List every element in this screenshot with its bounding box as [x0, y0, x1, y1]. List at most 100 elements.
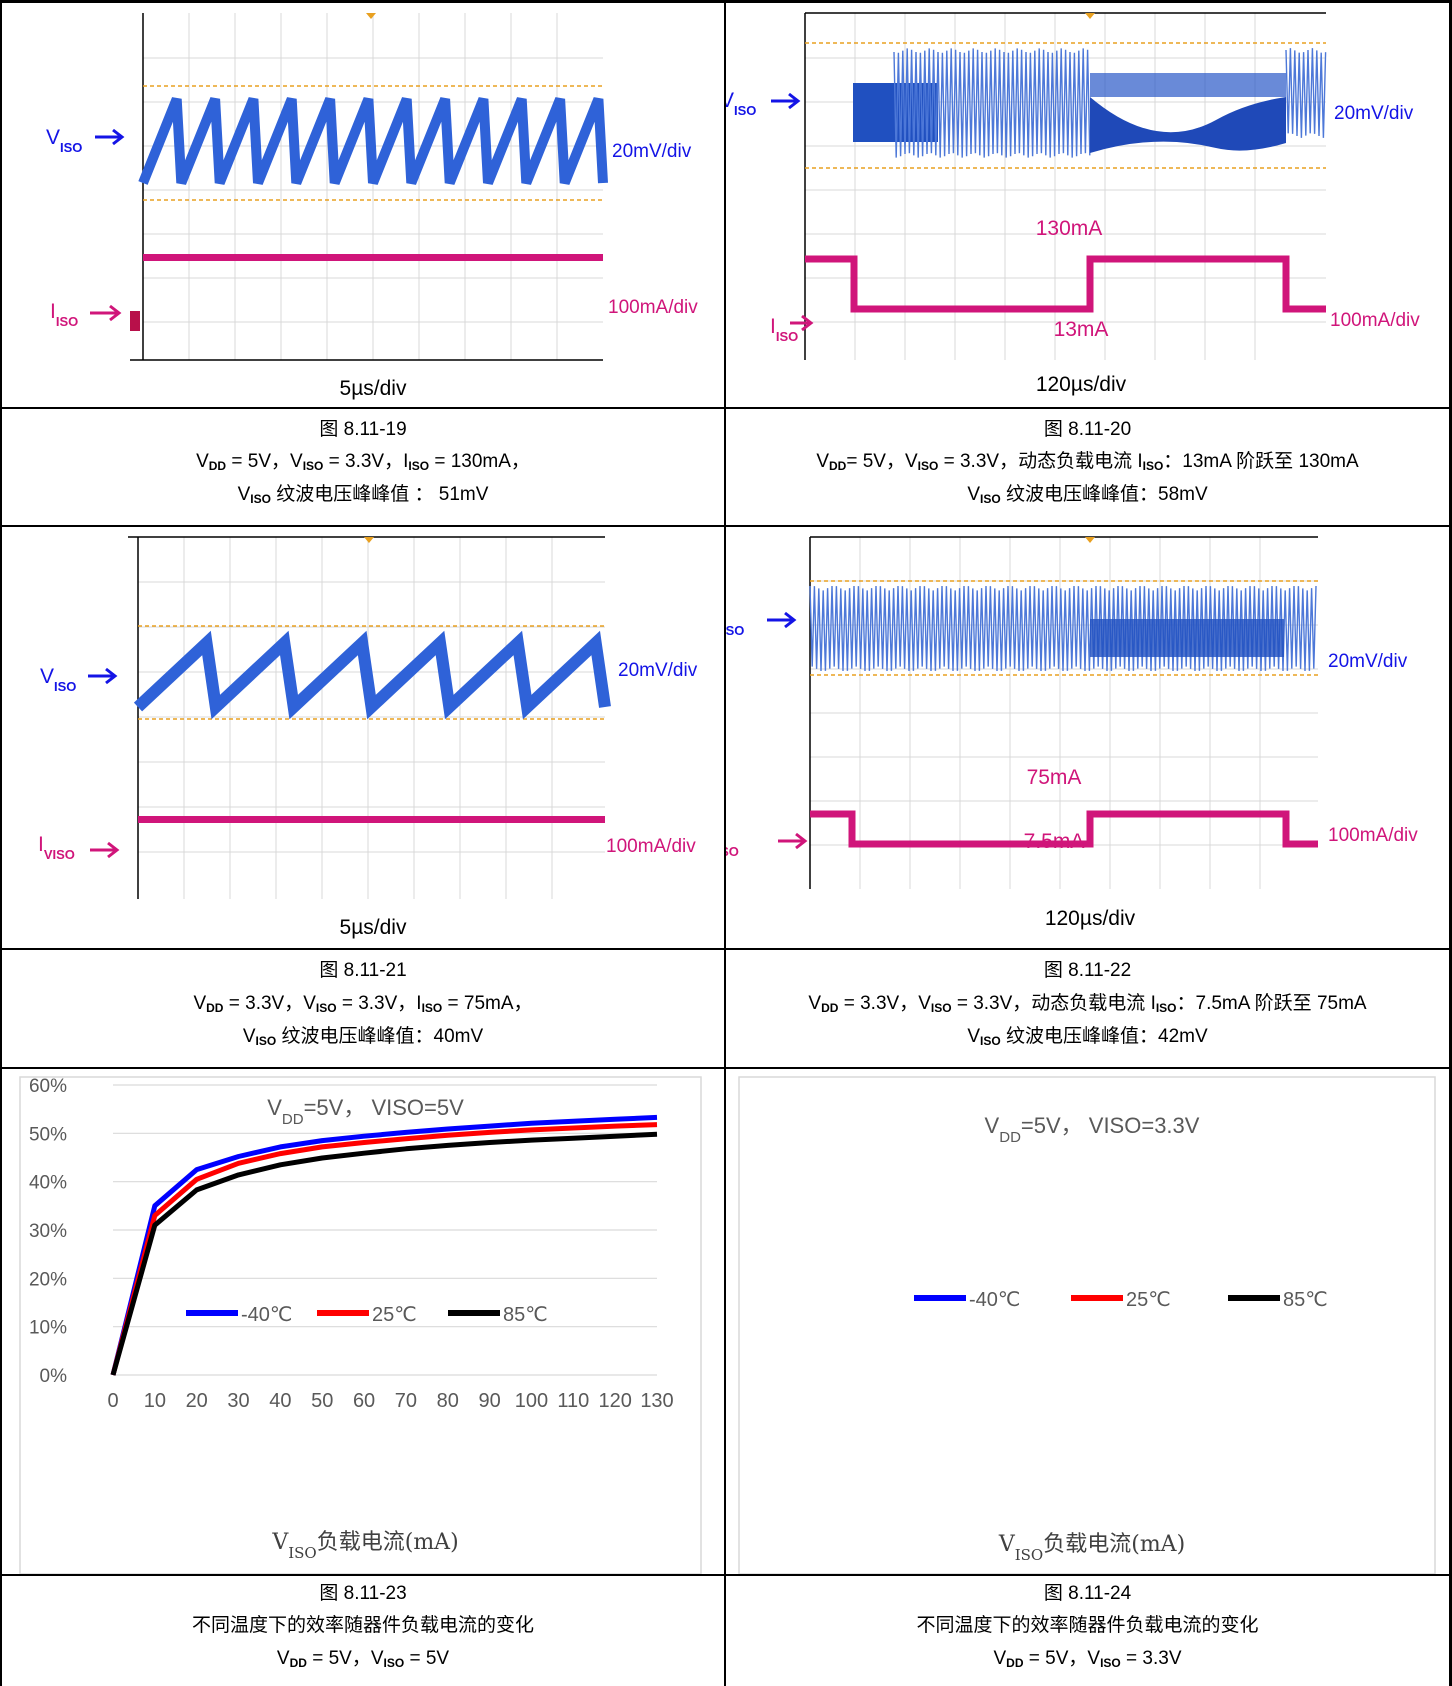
caption-cell: 图 8.11-23 不同温度下的效率随器件负载电流的变化 VDD = 5V，VI…	[2, 1576, 724, 1686]
voltage-trace	[1285, 48, 1327, 138]
current-trace	[810, 810, 1318, 848]
table-row-line	[0, 407, 1452, 409]
test-condition: VDD = 5V，VISO = 3.3V，IISO = 130mA，	[196, 451, 530, 473]
y-tick-label: 60%	[29, 1076, 67, 1097]
table-row-line	[0, 525, 1452, 527]
time-scale-label: 120µs/div	[1045, 907, 1136, 930]
x-tick-label: 10	[144, 1390, 166, 1412]
legend-label: 85℃	[503, 1304, 548, 1326]
current-channel-label: IVISO	[726, 830, 739, 859]
current-channel-label: IVISO	[38, 833, 75, 862]
series-line	[110, 1122, 658, 1376]
x-tick-label: 110	[557, 1390, 589, 1412]
y-tick-label: 0%	[40, 1366, 68, 1387]
voltage-scale-label: 20mV/div	[612, 141, 692, 162]
x-tick-label: 40	[269, 1390, 291, 1412]
y-tick-label: 50%	[29, 1124, 67, 1145]
oscilloscope-panel: VISO 20mV/div IISO 100mA/div 5µs/div	[0, 3, 724, 407]
x-tick-label: 20	[186, 1390, 208, 1412]
voltage-trace	[893, 48, 1091, 158]
table-row-line	[0, 1574, 1452, 1576]
arrow-icon	[90, 841, 120, 859]
figure-number: 图 8.11-19	[319, 419, 407, 440]
x-tick-label: 70	[395, 1390, 417, 1412]
figure-number: 图 8.11-20	[1043, 419, 1132, 440]
y-tick-label: 10%	[29, 1318, 67, 1339]
table-border-left	[0, 0, 2, 1686]
voltage-trace	[1090, 73, 1286, 97]
oscilloscope-panel: VISO 20mV/div IVISO 100mA/div 5µs/div	[0, 527, 724, 948]
legend-label: 85℃	[1283, 1289, 1328, 1311]
figure-number: 图 8.11-22	[1043, 960, 1132, 981]
x-tick-label: 50	[311, 1390, 333, 1412]
y-tick-label: 40%	[29, 1173, 67, 1194]
ripple-value: VISO 纹波电压峰峰值：40mV	[242, 1026, 484, 1048]
table-row-line	[0, 1067, 1452, 1069]
current-channel-label: IISO	[770, 315, 798, 344]
series-line	[110, 1131, 658, 1376]
current-trace	[805, 255, 1326, 313]
time-scale-label: 5µs/div	[340, 377, 407, 400]
arrow-icon	[778, 832, 808, 850]
arrow-icon	[767, 611, 797, 629]
trigger-marker-icon	[366, 13, 376, 19]
test-condition: VDD = 3.3V，VISO = 3.3V，IISO = 75mA，	[193, 993, 533, 1015]
efficiency-chart-panel: 0% 10% 20% 30% 40% 50% 60% 0 10 20 30 40 50 60 70 80 90 1…	[0, 1069, 724, 1575]
oscilloscope-capture: VISO 20mV/div IISO 100mA/div 5µs/div	[46, 13, 698, 400]
x-tick-label: 0	[107, 1390, 118, 1412]
table-border-top	[0, 0, 1452, 3]
y-tick-label: 20%	[29, 1269, 67, 1290]
scope-grid	[143, 13, 603, 360]
series-line	[110, 1114, 658, 1376]
ripple-value: VISO 纹波电压峰峰值：58mV	[967, 484, 1208, 506]
x-tick-label: 100	[515, 1390, 548, 1412]
current-trace	[143, 254, 603, 261]
figure-number: 图 8.11-23	[319, 1583, 407, 1604]
oscilloscope-capture: VISO 20mV/div IVISO 100mA/div 5µs/div	[38, 536, 698, 939]
oscilloscope-capture: VISO 20mV/div 130mA 13mA IISO 100mA/div …	[720, 12, 1420, 396]
caption-cell: 图 8.11-22 VDD = 3.3V，VISO = 3.3V，动态负载电流 …	[726, 950, 1449, 1067]
ripple-value: VISO 纹波电压峰峰值：42mV	[967, 1026, 1208, 1048]
test-condition: VDD = 3.3V，VISO = 3.3V，动态负载电流 IISO：7.5mA…	[808, 993, 1367, 1015]
voltage-trace	[133, 630, 611, 720]
ripple-value: VISO 纹波电压峰峰值 ： 51mV	[237, 484, 489, 506]
caption-cell: 图 8.11-21 VDD = 3.3V，VISO = 3.3V，IISO = …	[2, 950, 724, 1067]
arrow-icon	[90, 304, 122, 322]
caption-cell: 图 8.11-19 VDD = 5V，VISO = 3.3V，IISO = 13…	[2, 409, 724, 525]
test-condition: VDD = 5V，VISO = 5V	[276, 1648, 450, 1670]
chart-frame	[738, 1076, 1436, 1575]
figure-number: 图 8.11-24	[1043, 1583, 1132, 1604]
current-trace	[138, 816, 605, 823]
efficiency-chart: 0% 10% 20% 30% 40% 50% 60% 0 10 20 30 40 50 60 70 80 90 1…	[19, 1076, 702, 1575]
voltage-scale-label: 20mV/div	[1334, 103, 1414, 124]
caption-cell: 图 8.11-24 不同温度下的效率随器件负载电流的变化 VDD = 5V，VI…	[726, 1576, 1449, 1686]
caption-cell: 图 8.11-20 VDD= 5V，VISO = 3.3V，动态负载电流 IIS…	[726, 409, 1449, 525]
chart-frame	[19, 1076, 702, 1575]
voltage-channel-label: VISO	[726, 89, 756, 118]
arrow-icon	[790, 314, 814, 332]
x-tick-label: 130	[640, 1390, 673, 1412]
x-tick-label: 120	[598, 1390, 631, 1412]
current-scale-label: 100mA/div	[1330, 310, 1420, 331]
channel-marker-icon	[130, 311, 140, 331]
voltage-channel-label: VISO	[726, 609, 744, 638]
current-channel-label: IISO	[50, 300, 78, 329]
table-divider-center	[724, 0, 726, 1686]
voltage-trace	[1090, 619, 1284, 657]
figure-number: 图 8.11-21	[319, 960, 407, 981]
legend-label: 25℃	[1126, 1289, 1171, 1311]
arrow-icon	[771, 92, 801, 110]
arrow-icon	[95, 128, 125, 146]
time-scale-label: 5µs/div	[340, 916, 407, 939]
low-current-label: 7.5mA	[1024, 830, 1085, 853]
x-tick-label: 80	[437, 1390, 459, 1412]
efficiency-chart-panel: 0% 10% 20% 30% 40% 50% 60% 0 10 20 30 40 50 60 70 80 90 1…	[24, 1069, 1449, 1575]
voltage-trace	[809, 585, 1317, 672]
test-condition: VDD = 5V，VISO = 3.3V	[993, 1648, 1182, 1670]
legend-label: -40℃	[969, 1289, 1020, 1311]
low-current-label: 13mA	[1054, 318, 1109, 341]
efficiency-chart: 0% 10% 20% 30% 40% 50% 60% 0 10 20 30 40 50 60 70 80 90 1…	[24, 1076, 1436, 1575]
voltage-channel-label: VISO	[46, 126, 82, 155]
x-tick-label: 90	[478, 1390, 500, 1412]
x-tick-label: 60	[353, 1390, 375, 1412]
